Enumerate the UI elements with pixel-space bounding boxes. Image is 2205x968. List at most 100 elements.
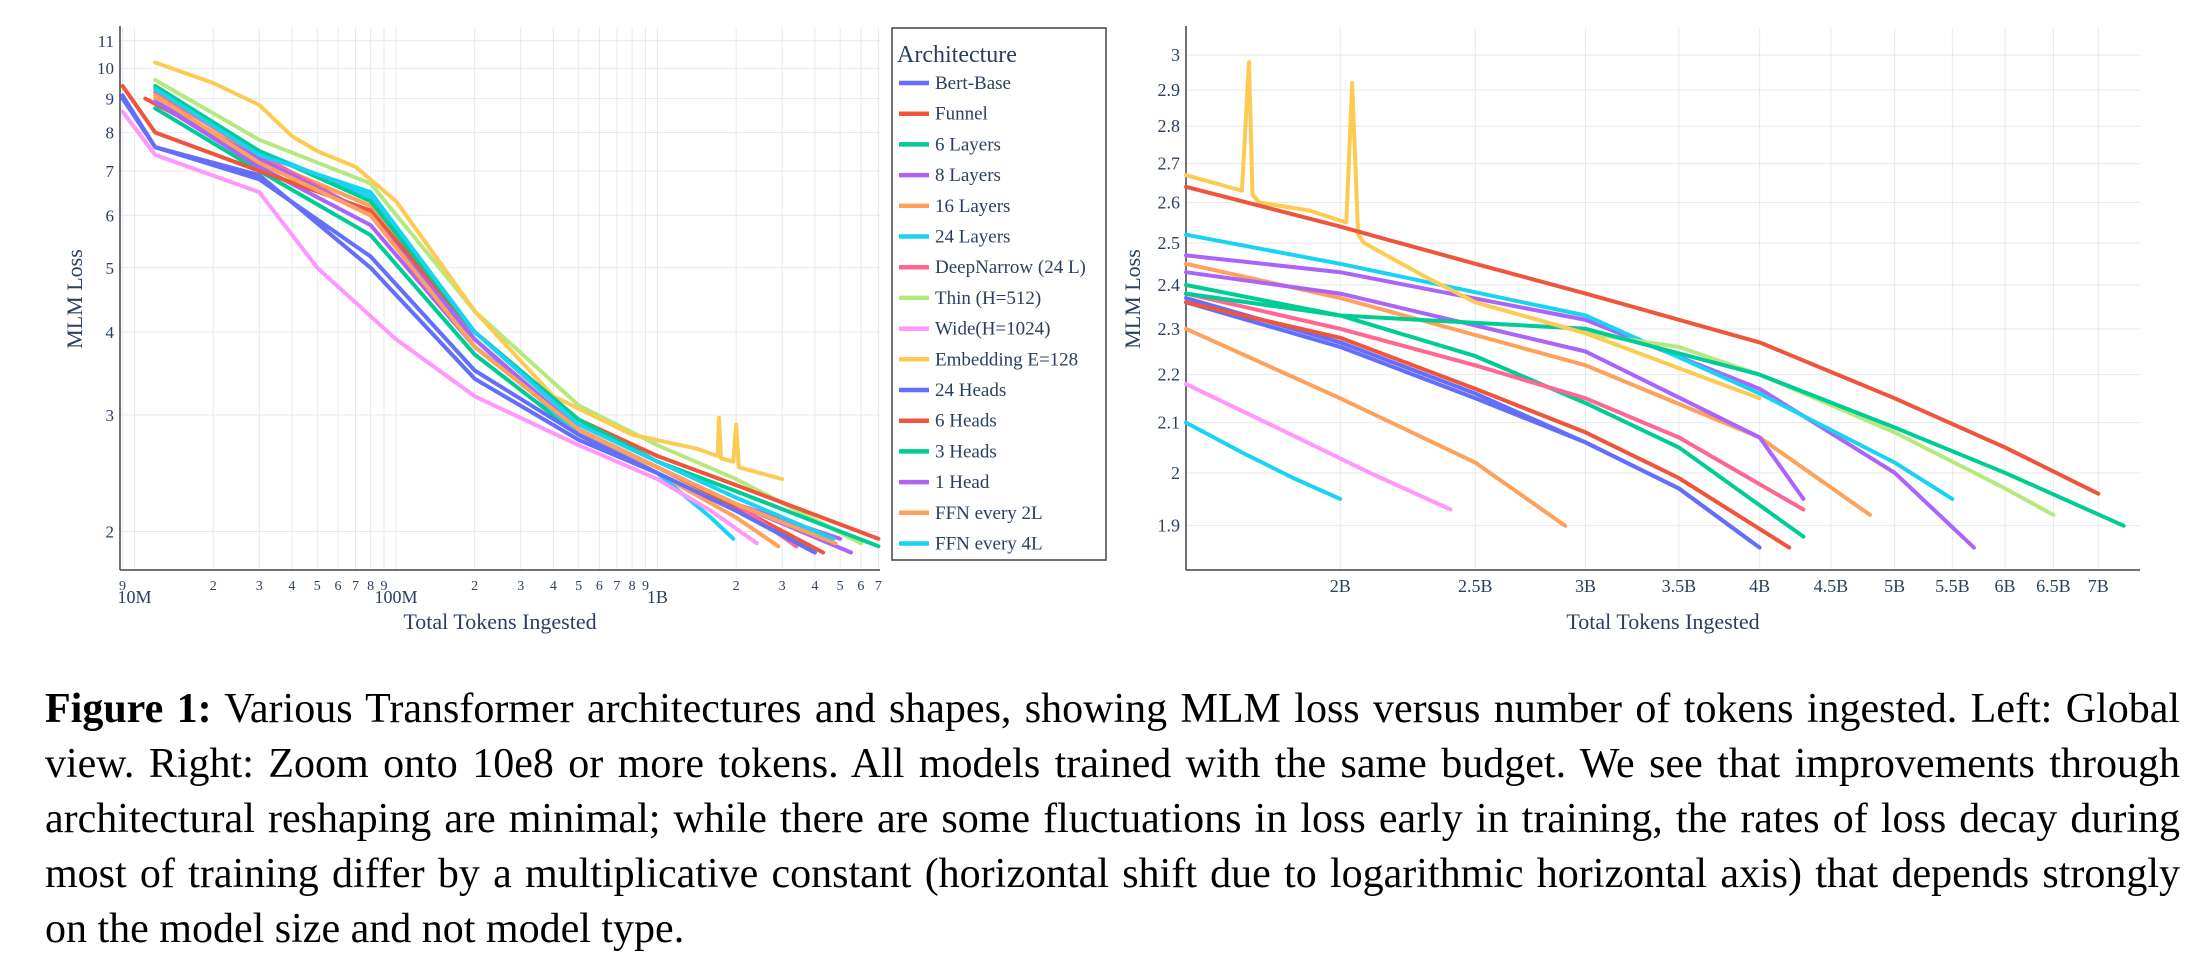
legend-item-deepnarrow-24-l: DeepNarrow (24 L) [899, 257, 1086, 278]
x-tick-label: 8 [367, 579, 374, 594]
x-tick-label: 7 [352, 579, 359, 594]
legend-box [891, 27, 1107, 561]
y-tick-label: 6 [106, 206, 115, 225]
y-tick-label: 2 [1171, 463, 1180, 483]
right-y-tick-labels: 1.9 2 2.1 2.2 2.3 2.4 2.5 2.6 2.7 2.8 2.9 3 [1158, 45, 1181, 536]
y-tick-label: 2.6 [1158, 193, 1181, 213]
legend-item-thin-h-512: Thin (H=512) [899, 288, 1041, 309]
y-tick-label: 2.9 [1158, 80, 1181, 100]
series-line-3-heads [1184, 291, 2126, 528]
legend-label: Embedding E=128 [935, 349, 1078, 370]
legend-item-ffn-every-4l: FFN every 4L [899, 534, 1043, 555]
y-tick-label: 2.7 [1158, 154, 1181, 174]
legend-title: Architecture [897, 42, 1017, 68]
legend-item-6-layers: 6 Layers [899, 134, 1001, 155]
x-tick-label: 3B [1575, 576, 1596, 596]
x-tick-label: 4B [1749, 576, 1770, 596]
left-gridlines [120, 28, 880, 570]
left-y-tick-labels: 2 3 4 5 6 7 8 9 10 11 [97, 32, 115, 542]
legend-label: 1 Head [935, 472, 990, 493]
legend-item-bert-base: Bert-Base [899, 73, 1011, 94]
legend-item-6-heads: 6 Heads [899, 411, 997, 432]
legend-label: 6 Layers [935, 134, 1001, 155]
left-y-axis-title: MLM Loss [62, 249, 87, 349]
right-y-axis-title: MLM Loss [1120, 249, 1145, 349]
series-line-1-head [1184, 270, 1806, 501]
legend-label: 16 Layers [935, 196, 1010, 217]
y-tick-label: 2.4 [1158, 275, 1181, 295]
series-line-funnel [1184, 300, 1792, 550]
right-gridlines [1186, 28, 2140, 570]
x-tick-label: 5B [1884, 576, 1905, 596]
legend: Architecture Bert-Base Funnel 6 Layers 8 Lay… [891, 27, 1107, 561]
legend-label: Funnel [935, 104, 988, 125]
x-tick-label: 5 [837, 579, 844, 594]
series-line-16-layers [1184, 326, 1568, 528]
right-x-tick-labels: 2B 2.5B 3B 3.5B 4B 4.5B 5B 5.5B 6B 6.5B 7B [1330, 576, 2109, 596]
series-line-thin-h-512 [1583, 331, 2056, 517]
x-tick-label: 9 [119, 579, 126, 594]
series-line-deepnarrow-24-l [1184, 291, 1806, 512]
figure-caption: Figure 1: Various Transformer architectu… [45, 682, 2180, 957]
legend-label: 24 Heads [935, 380, 1006, 401]
legend-label: 3 Heads [935, 441, 997, 462]
right-chart: 2B 2.5B 3B 3.5B 4B 4.5B 5B 5.5B 6B 6.5B 7B 1.9 2 2.1 2… [1120, 26, 2140, 634]
x-tick-label: 6 [334, 579, 341, 594]
series-line-6-heads [1184, 184, 2101, 496]
y-tick-label: 2.2 [1158, 365, 1181, 385]
x-tick-label: 6B [1994, 576, 2015, 596]
x-tick-label: 3 [517, 579, 524, 594]
x-tick-label: 10M [118, 587, 152, 607]
y-tick-label: 3 [1171, 45, 1180, 65]
x-tick-label: 4 [288, 579, 295, 594]
series-line-ffn-every-4l [153, 87, 836, 541]
y-tick-label: 3 [106, 406, 115, 425]
y-tick-label: 5 [106, 259, 115, 278]
y-tick-label: 2.1 [1158, 413, 1181, 433]
legend-item-funnel: Funnel [899, 104, 988, 125]
legend-item-24-heads: 24 Heads [899, 380, 1006, 401]
y-tick-label: 2 [106, 523, 115, 542]
legend-label: 24 Layers [935, 227, 1010, 248]
legend-label: Wide(H=1024) [935, 319, 1050, 340]
x-tick-label: 7B [2088, 576, 2109, 596]
x-tick-label: 2.5B [1458, 576, 1493, 596]
legend-item-1-head: 1 Head [899, 472, 990, 493]
series-line-thin-h-512 [153, 78, 863, 546]
x-tick-label: 3 [779, 579, 786, 594]
y-tick-label: 9 [106, 90, 115, 109]
legend-item-8-layers: 8 Layers [899, 165, 1001, 186]
x-tick-label: 3.5B [1662, 576, 1697, 596]
x-tick-label: 5.5B [1935, 576, 1970, 596]
caption-text: Various Transformer architectures and sh… [45, 686, 2181, 952]
series-line-embedding-e-128 [1184, 60, 1762, 401]
y-tick-label: 2.8 [1158, 116, 1181, 136]
legend-item-16-layers: 16 Layers [899, 196, 1010, 217]
legend-label: FFN every 2L [935, 503, 1043, 524]
x-tick-label: 6 [857, 579, 864, 594]
x-tick-label: 6 [596, 579, 603, 594]
x-tick-label: 1B [647, 587, 668, 607]
legend-item-24-layers: 24 Layers [899, 227, 1010, 248]
x-tick-label: 2 [210, 579, 217, 594]
y-tick-label: 1.9 [1158, 516, 1181, 536]
x-tick-label: 9 [381, 579, 388, 594]
right-series-lines [1184, 60, 2126, 550]
series-line-ffn-every-2l [153, 93, 838, 546]
y-tick-label: 8 [106, 123, 115, 142]
x-tick-label: 2 [471, 579, 478, 594]
legend-label: 8 Layers [935, 165, 1001, 186]
x-tick-label: 3 [256, 579, 263, 594]
legend-item-embedding-e-128: Embedding E=128 [899, 349, 1078, 370]
legend-item-3-heads: 3 Heads [899, 441, 997, 462]
legend-item-wide-h-1024: Wide(H=1024) [899, 319, 1050, 340]
legend-label: 6 Heads [935, 411, 997, 432]
y-tick-label: 7 [106, 162, 115, 181]
y-tick-label: 4 [106, 323, 115, 342]
x-tick-label: 9 [642, 579, 649, 594]
series-line-24-layers [1184, 420, 1343, 501]
legend-label: Bert-Base [935, 73, 1011, 94]
